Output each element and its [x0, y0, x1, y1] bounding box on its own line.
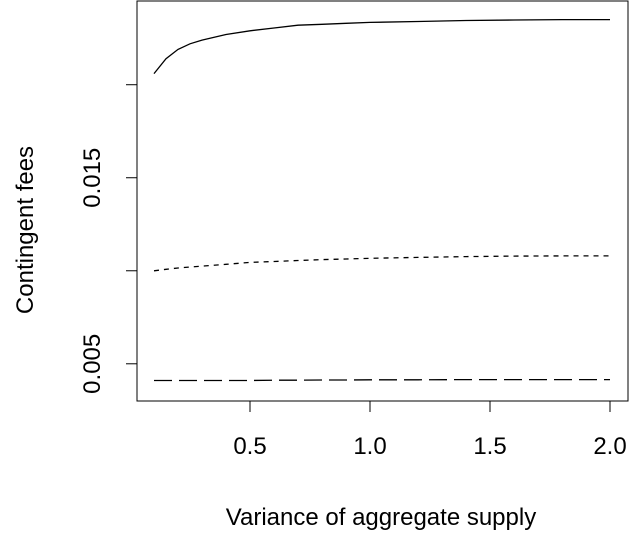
- series-layer: [153, 18, 610, 382]
- x-tick-label: 0.5: [233, 433, 266, 460]
- x-tick-label: 1.0: [353, 433, 386, 460]
- y-tick-label: 0.015: [79, 148, 106, 208]
- x-tick-label: 1.5: [473, 433, 506, 460]
- y-axis: 0.005 0.015: [79, 84, 137, 394]
- y-tick-label: 0.005: [79, 334, 106, 394]
- plot-frame: [136, 0, 629, 402]
- series-line-1: [153, 18, 610, 75]
- series-line-3: [154, 378, 610, 382]
- x-axis-label: Variance of aggregate supply: [226, 504, 536, 531]
- y-axis-label: Contingent fees: [12, 146, 39, 314]
- x-tick-label: 2.0: [593, 433, 626, 460]
- series-line-2: [153, 255, 610, 272]
- x-axis: 0.5 1.0 1.5 2.0: [233, 401, 627, 460]
